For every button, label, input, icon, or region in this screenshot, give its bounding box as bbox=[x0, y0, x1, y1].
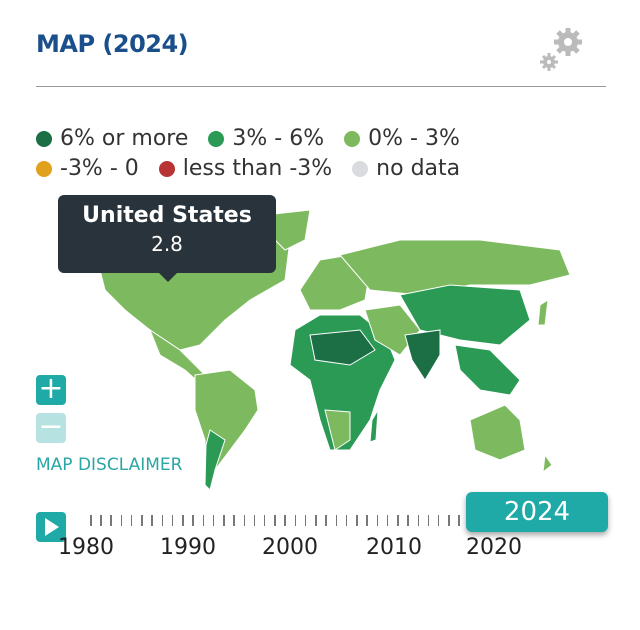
legend-item[interactable]: 3% - 6% bbox=[208, 126, 324, 151]
header-divider bbox=[36, 86, 606, 87]
year-label: 2000 bbox=[262, 535, 318, 560]
legend-label: 6% or more bbox=[60, 126, 189, 151]
timeline-tick bbox=[151, 515, 153, 526]
legend-row-1: 6% or more 3% - 6% 0% - 3% bbox=[36, 126, 460, 151]
current-year-handle[interactable]: 2024 bbox=[466, 492, 608, 532]
tooltip-country: United States bbox=[82, 203, 252, 228]
timeline-tick bbox=[315, 515, 317, 526]
timeline-tick bbox=[253, 515, 256, 526]
southern-africa[interactable] bbox=[324, 409, 351, 451]
gears-icon[interactable] bbox=[536, 24, 586, 74]
legend-label: 0% - 3% bbox=[368, 126, 460, 151]
timeline-tick bbox=[417, 515, 419, 526]
year-label: 1980 bbox=[58, 535, 114, 560]
timeline-tick bbox=[386, 515, 389, 526]
timeline-tick bbox=[110, 515, 112, 526]
zoom-out-button[interactable]: − bbox=[36, 412, 66, 443]
timeline-tick bbox=[407, 515, 409, 526]
timeline-tick bbox=[212, 515, 215, 526]
timeline-tick bbox=[458, 515, 460, 526]
tooltip-value: 2.8 bbox=[151, 232, 183, 256]
southeast-asia[interactable] bbox=[454, 344, 521, 396]
legend-dot bbox=[352, 160, 369, 177]
legend-item[interactable]: 6% or more bbox=[36, 126, 188, 151]
timeline-tick bbox=[90, 515, 92, 526]
madagascar[interactable] bbox=[369, 409, 379, 443]
timeline-tick bbox=[223, 515, 225, 526]
australia[interactable] bbox=[469, 404, 526, 461]
timeline-tick bbox=[335, 515, 338, 526]
legend-item[interactable]: 0% - 3% bbox=[344, 126, 460, 151]
timeline-tick bbox=[356, 515, 358, 526]
legend-row-2: -3% - 0 less than -3% no data bbox=[36, 156, 460, 181]
timeline-tick bbox=[366, 515, 368, 526]
legend-label: -3% - 0 bbox=[60, 156, 139, 181]
legend-item[interactable]: no data bbox=[352, 156, 460, 181]
timeline-tick bbox=[437, 515, 440, 526]
legend-dot bbox=[36, 160, 52, 177]
timeline-tick bbox=[448, 515, 450, 526]
timeline-tick bbox=[325, 515, 327, 526]
legend-label: 3% - 6% bbox=[232, 126, 325, 151]
japan[interactable] bbox=[537, 299, 549, 326]
timeline-slider[interactable] bbox=[90, 515, 460, 527]
legend-item[interactable]: less than -3% bbox=[158, 156, 333, 181]
timeline-tick bbox=[397, 515, 399, 526]
timeline-tick bbox=[233, 515, 235, 526]
timeline-tick bbox=[182, 515, 184, 526]
timeline-tick bbox=[263, 515, 266, 526]
timeline-tick bbox=[141, 515, 143, 526]
zoom-in-button[interactable]: + bbox=[36, 374, 66, 405]
timeline-tick bbox=[243, 515, 246, 526]
timeline-tick bbox=[284, 515, 286, 526]
new-zealand[interactable] bbox=[542, 453, 553, 474]
legend-label: no data bbox=[376, 156, 461, 181]
russia[interactable] bbox=[339, 239, 571, 296]
timeline-tick bbox=[161, 515, 164, 526]
timeline-tick bbox=[294, 515, 297, 526]
timeline-tick bbox=[192, 515, 194, 526]
year-label: 1990 bbox=[160, 535, 216, 560]
legend-dot bbox=[344, 130, 361, 147]
south-america[interactable] bbox=[194, 369, 259, 491]
timeline-tick bbox=[274, 515, 276, 526]
timeline-tick bbox=[202, 515, 205, 526]
india[interactable] bbox=[404, 329, 441, 381]
timeline-tick bbox=[100, 515, 102, 526]
play-icon bbox=[45, 518, 59, 536]
timeline-tick bbox=[171, 515, 174, 526]
country-tooltip: United States 2.8 bbox=[58, 195, 276, 282]
legend-dot bbox=[208, 130, 225, 147]
argentina[interactable] bbox=[204, 429, 226, 491]
year-label: 2020 bbox=[466, 535, 522, 560]
page-title: MAP (2024) bbox=[36, 30, 189, 58]
legend-item[interactable]: -3% - 0 bbox=[36, 156, 139, 181]
timeline-tick bbox=[345, 515, 348, 526]
timeline-tick bbox=[120, 515, 123, 526]
map-disclaimer-link[interactable]: MAP DISCLAIMER bbox=[36, 455, 183, 475]
timeline-tick bbox=[130, 515, 133, 526]
legend-dot bbox=[158, 160, 175, 177]
timeline-tick bbox=[427, 515, 430, 526]
timeline-tick bbox=[304, 515, 307, 526]
year-label: 2010 bbox=[366, 535, 422, 560]
africa-north[interactable] bbox=[309, 329, 376, 366]
world-map[interactable] bbox=[0, 205, 640, 495]
timeline-tick bbox=[376, 515, 379, 526]
legend-dot bbox=[36, 130, 52, 147]
legend-label: less than -3% bbox=[182, 156, 333, 181]
play-button[interactable] bbox=[36, 512, 66, 542]
